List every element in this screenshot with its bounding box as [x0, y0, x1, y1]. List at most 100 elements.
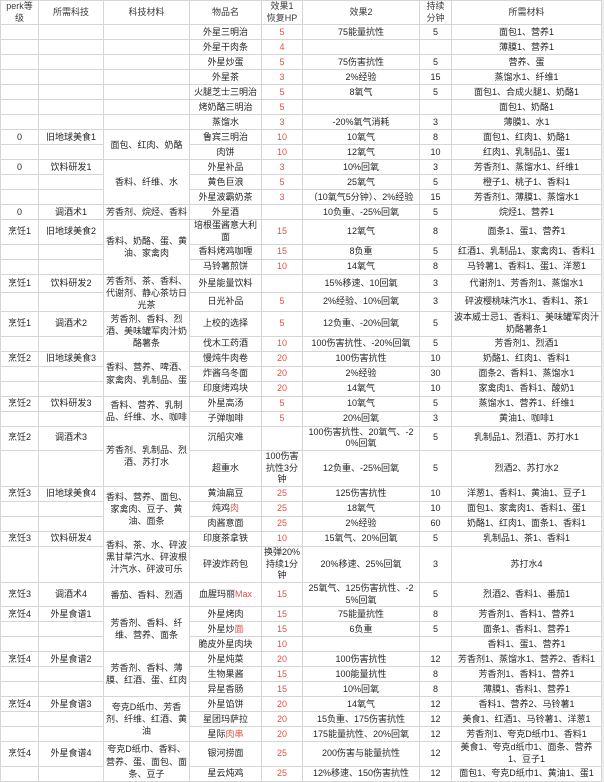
perk-cell[interactable]	[0, 84, 39, 101]
effect1-cell[interactable]: 15	[261, 666, 303, 683]
tech-cell[interactable]	[38, 54, 104, 71]
effect2-cell[interactable]: 6负重	[302, 621, 420, 638]
item-name-cell[interactable]: 上校的选择	[189, 311, 262, 337]
effect2-cell[interactable]: 10氧气	[302, 129, 420, 146]
effect2-cell[interactable]: 2%经验	[302, 365, 420, 382]
tech-cell[interactable]: 外星食谱4	[38, 741, 104, 767]
required-materials-cell[interactable]: 烈酒2、苏打水2	[451, 449, 602, 487]
effect1-cell[interactable]: 15	[261, 621, 303, 638]
perk-cell[interactable]	[0, 666, 39, 683]
required-materials-cell[interactable]: 芳香剂1、薄膜1、蒸馏水1	[451, 189, 602, 206]
effect1-cell[interactable]: 5	[261, 311, 303, 337]
duration-cell[interactable]: 10	[419, 350, 452, 367]
tech-materials-cell[interactable]	[103, 54, 190, 71]
duration-cell[interactable]: 5	[419, 621, 452, 638]
effect1-cell[interactable]: 5	[261, 174, 303, 191]
tech-cell[interactable]	[38, 39, 104, 56]
item-name-cell[interactable]: 沉船灾难	[189, 425, 262, 451]
required-materials-cell[interactable]: 美食1、夸克d纸巾1、面条、营养1、豆子1	[451, 741, 602, 767]
effect1-cell[interactable]: 20	[261, 726, 303, 743]
tech-materials-cell[interactable]: 芳香剂、乳制品、烈酒、苏打水	[103, 425, 190, 487]
item-name-cell[interactable]: 外星波霸奶茶	[189, 189, 262, 206]
effect2-cell[interactable]: 100伤害抗性	[302, 350, 420, 367]
effect2-cell[interactable]: 12负重、-20%回氧	[302, 311, 420, 337]
item-name-cell[interactable]: 外星三明治	[189, 24, 262, 41]
effect1-cell[interactable]: 100伤害抗性3分钟	[261, 449, 303, 487]
item-name-cell[interactable]: 伐木工药酒	[189, 335, 262, 352]
effect1-cell[interactable]: 20	[261, 696, 303, 713]
item-name-cell[interactable]: 脆皮外星肉块	[189, 636, 262, 653]
item-name-cell[interactable]: 外星补品	[189, 159, 262, 176]
duration-cell[interactable]: 30	[419, 365, 452, 382]
perk-cell[interactable]: 烹饪1	[0, 219, 39, 245]
tech-cell[interactable]	[38, 726, 104, 743]
effect2-cell[interactable]: 2%经验	[302, 69, 420, 86]
required-materials-cell[interactable]: 烈酒2、香料1、番茄1	[451, 582, 602, 608]
item-name-cell[interactable]: 肉饼	[189, 144, 262, 161]
required-materials-cell[interactable]: 薄膜1、香料1、营养1	[451, 681, 602, 698]
effect2-cell[interactable]: 10负重、-25%回氧	[302, 204, 420, 221]
effect1-cell[interactable]: 4	[261, 39, 303, 56]
tech-cell[interactable]	[38, 69, 104, 86]
required-materials-cell[interactable]: 烷烃1、营养1	[451, 204, 602, 221]
effect2-cell[interactable]: 75伤害抗性	[302, 54, 420, 71]
item-name-cell[interactable]: 外星高汤	[189, 395, 262, 412]
tech-materials-cell[interactable]: 香料、营养、乳制品、纤维、水、咖啡	[103, 395, 190, 427]
effect1-cell[interactable]: 3	[261, 159, 303, 176]
perk-cell[interactable]	[0, 292, 39, 313]
required-materials-cell[interactable]: 面条1、蛋1、营养1	[451, 219, 602, 245]
effect1-cell[interactable]: 25	[261, 485, 303, 502]
required-materials-cell[interactable]: 代谢剂1、芳香剂1、蒸馏水1	[451, 273, 602, 294]
required-materials-cell[interactable]: 奶酪1、红肉1、面条1、香料1	[451, 515, 602, 532]
item-name-cell[interactable]: 马铃薯煎饼	[189, 258, 262, 275]
required-materials-cell[interactable]: 洋葱1、香料1、黄油1、豆子1	[451, 485, 602, 502]
effect1-cell[interactable]: 10	[261, 144, 303, 161]
item-name-cell[interactable]: 外星炒蛋	[189, 54, 262, 71]
duration-cell[interactable]: 5	[419, 582, 452, 608]
effect2-cell[interactable]: 18氧气	[302, 500, 420, 517]
tech-cell[interactable]: 旧地球美食4	[38, 485, 104, 502]
required-materials-cell[interactable]: 面条1、香料1、营养1	[451, 621, 602, 638]
duration-cell[interactable]: 3	[419, 545, 452, 584]
perk-cell[interactable]	[0, 410, 39, 427]
effect2-cell[interactable]: 8氧气	[302, 84, 420, 101]
required-materials-cell[interactable]: 薄膜1、营养1	[451, 39, 602, 56]
effect1-cell[interactable]	[261, 204, 303, 221]
duration-cell[interactable]: 5	[419, 204, 452, 221]
effect1-cell[interactable]: 25	[261, 515, 303, 532]
tech-cell[interactable]: 旧地球美食1	[38, 129, 104, 146]
required-materials-cell[interactable]: 面包1、合成火腿1、奶酪1	[451, 84, 602, 101]
perk-cell[interactable]: 烹饪4	[0, 651, 39, 668]
effect1-cell[interactable]: 15	[261, 582, 303, 608]
tech-cell[interactable]	[38, 410, 104, 427]
tech-cell[interactable]: 调酒术2	[38, 311, 104, 337]
duration-cell[interactable]	[419, 99, 452, 116]
required-materials-cell[interactable]: 面包1、红肉1、奶酪1	[451, 129, 602, 146]
tech-materials-cell[interactable]: 面包、红肉、奶酪	[103, 129, 190, 161]
required-materials-cell[interactable]: 橙子1、桃子1、香料1	[451, 174, 602, 191]
duration-cell[interactable]: 12	[419, 696, 452, 713]
effect2-cell[interactable]: 10%回氧	[302, 159, 420, 176]
effect1-cell[interactable]: 3	[261, 189, 303, 206]
tech-cell[interactable]	[38, 545, 104, 584]
effect2-cell[interactable]: 10%回氧	[302, 681, 420, 698]
effect1-cell[interactable]: 20	[261, 651, 303, 668]
tech-cell[interactable]	[38, 666, 104, 683]
item-name-cell[interactable]: 肉酱意面	[189, 515, 262, 532]
tech-cell[interactable]: 外星食谱3	[38, 696, 104, 713]
effect1-cell[interactable]: 20	[261, 380, 303, 397]
tech-cell[interactable]: 调酒术4	[38, 582, 104, 608]
item-name-cell[interactable]: 香料烤鸡咖喱	[189, 243, 262, 260]
item-name-cell[interactable]: 生物果酱	[189, 666, 262, 683]
column-header-required-tech[interactable]: 所需科技	[38, 0, 104, 26]
perk-cell[interactable]	[0, 39, 39, 56]
tech-cell[interactable]	[38, 711, 104, 728]
tech-materials-cell[interactable]: 夸克D纸巾、香料、营养、蛋、面包、面条、豆子	[103, 741, 190, 782]
effect1-cell[interactable]: 25	[261, 500, 303, 517]
perk-cell[interactable]	[0, 189, 39, 206]
required-materials-cell[interactable]: 面包1、家禽肉1、香料1、蛋1	[451, 500, 602, 517]
item-name-cell[interactable]: 星团玛萨拉	[189, 711, 262, 728]
perk-cell[interactable]: 烹饪4	[0, 696, 39, 713]
item-name-cell[interactable]: 外星能量饮料	[189, 273, 262, 294]
column-header-tech-materials[interactable]: 科技材料	[103, 0, 190, 26]
